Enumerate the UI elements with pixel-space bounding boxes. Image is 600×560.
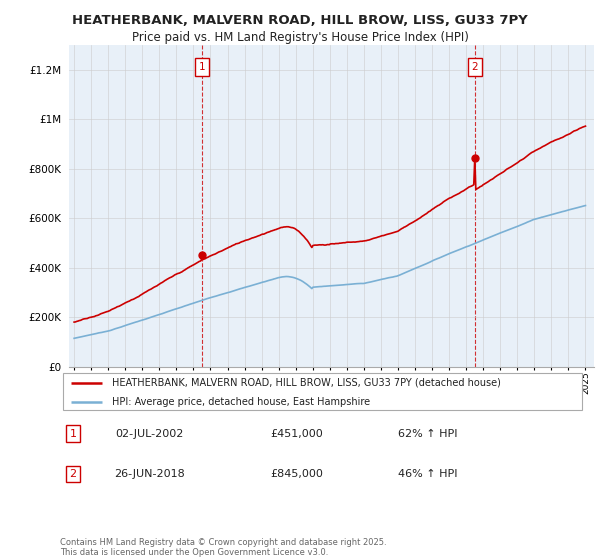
Text: 46% ↑ HPI: 46% ↑ HPI — [398, 469, 457, 479]
Text: 02-JUL-2002: 02-JUL-2002 — [115, 429, 184, 439]
Text: 62% ↑ HPI: 62% ↑ HPI — [398, 429, 457, 439]
Text: Price paid vs. HM Land Registry's House Price Index (HPI): Price paid vs. HM Land Registry's House … — [131, 31, 469, 44]
Text: £451,000: £451,000 — [270, 429, 323, 439]
Text: Contains HM Land Registry data © Crown copyright and database right 2025.
This d: Contains HM Land Registry data © Crown c… — [60, 538, 386, 557]
Text: HEATHERBANK, MALVERN ROAD, HILL BROW, LISS, GU33 7PY (detached house): HEATHERBANK, MALVERN ROAD, HILL BROW, LI… — [113, 377, 502, 388]
Text: 2: 2 — [472, 62, 478, 72]
Text: £845,000: £845,000 — [270, 469, 323, 479]
Text: HEATHERBANK, MALVERN ROAD, HILL BROW, LISS, GU33 7PY: HEATHERBANK, MALVERN ROAD, HILL BROW, LI… — [72, 14, 528, 27]
Text: 26-JUN-2018: 26-JUN-2018 — [114, 469, 185, 479]
FancyBboxPatch shape — [62, 374, 583, 409]
Text: HPI: Average price, detached house, East Hampshire: HPI: Average price, detached house, East… — [113, 396, 371, 407]
Text: 1: 1 — [199, 62, 205, 72]
Text: 1: 1 — [70, 429, 77, 439]
Text: 2: 2 — [70, 469, 77, 479]
